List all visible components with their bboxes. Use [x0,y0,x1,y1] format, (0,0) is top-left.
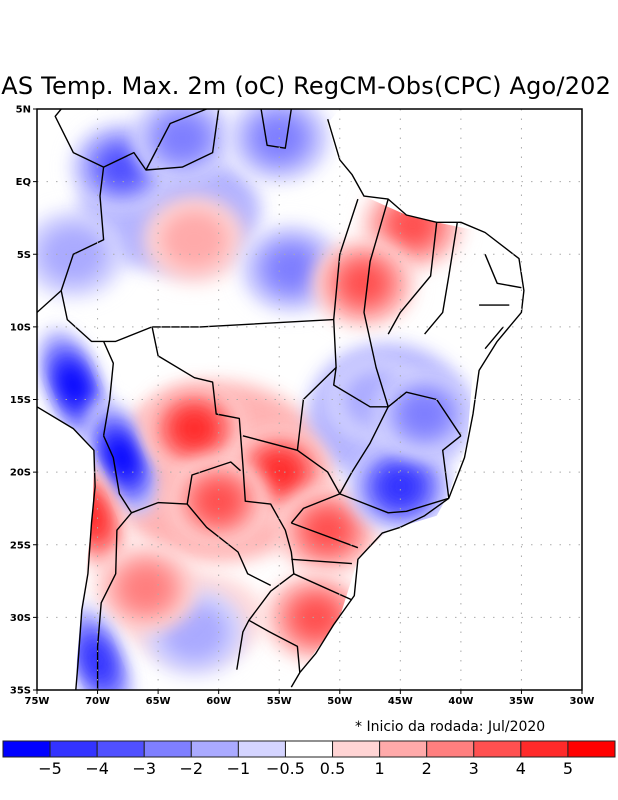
colorbar-bin [49,740,98,758]
anomaly-blob [120,566,172,611]
coastline [37,406,96,690]
anomaly-blob [306,511,349,549]
colorbar-bin [520,740,569,758]
colorbar-bin [190,740,239,758]
y-tick-label: 5S [17,250,31,261]
border-line [424,222,458,335]
border-line [37,290,62,313]
border-line [145,109,207,171]
x-tick-label: 45W [388,696,413,707]
pacific-ocean [37,406,94,690]
x-tick-label: 50W [327,696,352,707]
colorbar-label: 4 [516,759,526,778]
colorbar-bin [237,740,286,758]
colorbar-bin [284,740,334,758]
colorbar-bin [96,740,145,758]
colorbar-label: −3 [132,759,156,778]
colorbar-bin [143,740,192,758]
colorbar-bin [567,740,616,758]
border-line [339,406,450,514]
run-start-note: * Inicio da rodada: Jul/2020 [355,719,546,735]
y-tick-label: 5N [16,105,31,116]
x-tick-label: 35W [509,696,534,707]
colorbar-label: 1 [375,759,385,778]
chart-title: IAS Temp. Max. 2m (oC) RegCM-Obs(CPC) Ag… [0,72,612,100]
x-tick-label: 75W [25,696,50,707]
colorbar-bin [379,740,428,758]
y-tick-label: 10S [10,322,31,333]
border-line [290,366,389,524]
anomaly-blob [109,439,134,476]
x-tick-label: 30W [570,696,595,707]
anomaly-blob [157,115,208,161]
border-line [152,318,334,328]
border-line [96,435,133,690]
y-tick-label: 35S [10,686,31,697]
y-tick-label: 30S [10,613,31,624]
map-plot: 75W 70W 65W 60W 55W 50W 45W 40W 35W 30W 5N EQ 5S 10S… [10,105,595,708]
x-tick-label: 55W [267,696,292,707]
colorbar-label: −4 [85,759,109,778]
colorbar: −5 −4 −3 −2 −1 −0.5 0.5 1 2 3 4 5 [2,740,616,778]
anomaly-field [37,109,582,690]
anomaly-blob [382,470,419,504]
colorbar-label: −5 [38,759,62,778]
anomaly-blob [197,482,240,520]
colorbar-bin [332,740,381,758]
border-line [387,222,438,335]
border-line [333,198,359,368]
y-axis: 5N EQ 5S 10S 15S 20S 25S 30S 35S [10,105,37,697]
x-tick-label: 70W [85,696,110,707]
colorbar-label: −2 [180,759,204,778]
colorbar-bin [2,740,51,758]
anomaly-blob [61,367,86,403]
border-line [260,109,292,149]
border-line [236,619,250,670]
border-line [442,435,462,499]
colorbar-bin [426,740,475,758]
anomaly-blob [343,264,385,302]
x-tick-label: 65W [146,696,171,707]
colorbar-label: −0.5 [266,759,305,778]
x-tick-label: 60W [206,696,231,707]
border-line [291,558,352,565]
y-tick-label: 15S [10,395,31,406]
border-line [484,326,504,350]
border-line [387,391,462,437]
border-line [54,109,104,168]
anomaly-blob [294,598,337,637]
anomaly-blob [176,412,213,445]
border-line [293,573,353,601]
x-tick-label: 40W [448,696,473,707]
y-tick-label: EQ [16,177,31,188]
anomaly-blob [100,148,143,186]
colorbar-label: 2 [422,759,432,778]
coastline [290,119,525,688]
anomaly-blob [260,455,298,489]
anomaly-blob [161,210,228,269]
x-axis: 75W 70W 65W 60W 55W 50W 45W 40W 35W 30W [25,690,595,707]
y-tick-label: 25S [10,540,31,551]
border-line [242,435,298,451]
colorbar-label: −1 [227,759,251,778]
colorbar-label: 3 [469,759,479,778]
atlantic-ocean [255,109,582,690]
anomaly-blob [399,391,450,437]
colorbar-label: 0.5 [320,759,345,778]
country-borders [37,109,525,690]
border-line [363,198,389,408]
border-line [102,341,114,436]
y-tick-label: 20S [10,468,31,479]
border-line [131,501,272,587]
border-line [186,461,241,505]
colorbar-label: 5 [563,759,573,778]
anomaly-blob [266,246,317,292]
border-line [484,254,522,289]
border-line [60,109,301,673]
colorbar-bin [473,740,522,758]
border-line [291,522,359,549]
